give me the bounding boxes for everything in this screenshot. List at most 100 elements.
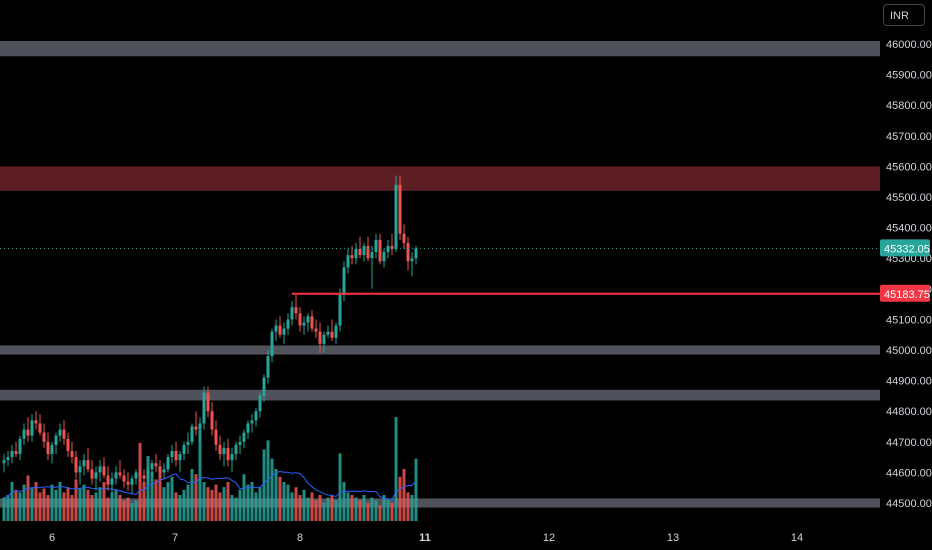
volume-bar: [394, 417, 398, 521]
y-tick-label: 45100.00: [886, 314, 932, 326]
volume-bar: [362, 495, 366, 521]
y-tick-label: 45000.00: [886, 345, 932, 357]
last-price-tag: 45332.05: [884, 243, 930, 255]
candle-body: [206, 392, 210, 412]
candle-body: [38, 423, 42, 433]
candle-body: [334, 325, 338, 338]
volume-bar: [378, 505, 382, 521]
candle-body: [394, 184, 398, 250]
candle-body: [6, 457, 10, 461]
volume-bar: [278, 476, 282, 521]
candle-body: [50, 444, 54, 455]
volume-bar: [170, 476, 174, 521]
y-tick-label: 44600.00: [886, 467, 932, 479]
last-price-tag-bg: [880, 239, 930, 257]
volume-bar: [114, 489, 118, 521]
volume-bar: [274, 469, 278, 521]
volume-bar: [82, 484, 86, 521]
candle-body: [26, 429, 30, 436]
candle-body: [46, 441, 50, 455]
volume-bar: [190, 469, 194, 521]
y-tick-label: 44500.00: [886, 498, 932, 510]
x-tick-label: 6: [49, 532, 55, 544]
candle-body: [262, 377, 266, 396]
candle-body: [318, 331, 322, 344]
candle-body: [218, 444, 222, 455]
candle-body: [70, 450, 74, 458]
volume-bar: [214, 484, 218, 521]
volume-bar: [174, 492, 178, 521]
candle-body: [246, 423, 250, 433]
candle-body: [354, 249, 358, 259]
candle-body: [398, 184, 402, 234]
candle-body: [410, 258, 414, 262]
candle-body: [106, 475, 110, 485]
volume-bar: [154, 479, 158, 521]
volume-bar: [122, 500, 126, 521]
volume-bar: [358, 500, 362, 521]
candle-body: [170, 450, 174, 458]
candle-body: [390, 245, 394, 250]
volume-bar: [162, 487, 166, 521]
volume-bar: [254, 492, 258, 521]
volume-bar: [298, 495, 302, 521]
candle-body: [130, 478, 134, 485]
volume-bar: [70, 495, 74, 521]
volume-bar: [182, 489, 186, 521]
candle-body: [270, 331, 274, 357]
candle-body: [158, 466, 162, 473]
volume-bar: [186, 484, 190, 521]
volume-bar: [178, 495, 182, 521]
volume-bar: [390, 502, 394, 521]
volume-bar: [18, 492, 22, 521]
level-price-tag: 45183.75: [884, 289, 930, 301]
candle-body: [202, 392, 206, 424]
volume-bar: [166, 482, 170, 521]
volume-bar: [94, 492, 98, 521]
y-tick-label: 45500.00: [886, 192, 932, 204]
candle-body: [274, 325, 278, 332]
candle-body: [322, 334, 326, 344]
candle-body: [242, 432, 246, 442]
candle-body: [178, 454, 182, 461]
candle-body: [234, 444, 238, 455]
volume-bar: [346, 492, 350, 521]
zone-3: [0, 389, 880, 401]
volume-bar: [382, 495, 386, 521]
candle-body: [54, 435, 58, 445]
volume-bar: [218, 492, 222, 521]
candle-body: [10, 450, 14, 458]
candle-body: [222, 447, 226, 455]
candle-body: [254, 411, 258, 421]
volume-bar: [78, 488, 82, 521]
candle-body: [290, 307, 294, 320]
candle-body: [366, 245, 370, 259]
candle-body: [382, 252, 386, 262]
candle-body: [98, 466, 102, 473]
y-tick-label: 45600.00: [886, 161, 932, 173]
volume-bar: [242, 474, 246, 521]
candle-body: [282, 328, 286, 335]
candle-body: [338, 294, 342, 326]
candle-body: [14, 450, 18, 455]
volume-bar: [202, 482, 206, 521]
volume-bar: [246, 484, 250, 521]
volume-bar: [102, 482, 106, 521]
candle-body: [302, 322, 306, 326]
candle-body: [374, 239, 378, 253]
volume-bar: [270, 458, 274, 521]
candle-body: [58, 429, 62, 436]
candle-body: [402, 233, 406, 243]
candle-body: [190, 426, 194, 442]
candle-body: [310, 316, 314, 329]
candle-body: [146, 469, 150, 479]
candle-body: [34, 420, 38, 424]
currency-button[interactable]: INR: [883, 4, 925, 26]
level-price-tag-bg: [880, 284, 930, 302]
candle-body: [22, 429, 26, 439]
candle-body: [194, 426, 198, 430]
candle-body: [74, 457, 78, 473]
candle-body: [118, 472, 122, 476]
candle-body: [122, 475, 126, 482]
